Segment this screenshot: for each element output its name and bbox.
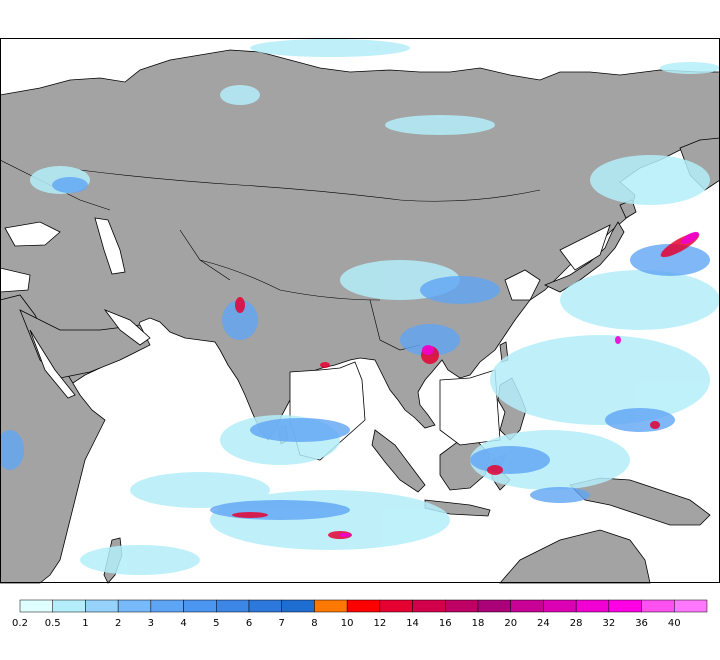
legend-label: 10 [340,618,354,629]
black-sea [4,221,61,247]
legend-label: 28 [569,618,583,629]
legend-swatch [412,599,446,613]
legend-label: 12 [373,618,387,629]
mediterranean [0,267,31,293]
legend-swatch [477,599,511,613]
legend-swatch [150,599,184,613]
legend-label: 16 [438,618,452,629]
sea-of-japan [559,224,611,271]
caspian-sea [94,217,126,275]
legend-swatch [216,599,250,613]
precipitation-map [0,38,720,584]
land-eurasia [0,49,720,441]
legend-swatch [314,599,348,613]
legend-label: 32 [602,618,616,629]
legend-swatch [117,599,152,613]
color-legend [19,599,708,613]
land-new-guinea [569,477,711,526]
legend-swatch [85,599,119,613]
red-sea [29,329,76,399]
legend-label: 1 [82,618,89,629]
legend-label: 4 [180,618,187,629]
yellow-sea [504,269,541,301]
legend-label: 5 [213,618,220,629]
legend-label: 2 [114,618,122,629]
legend-label: 0.2 [12,618,28,629]
legend-label: 6 [245,618,253,629]
legend-swatch [346,599,381,613]
legend-label: 40 [667,618,681,629]
legend-swatch [543,599,577,613]
legend-swatches [19,599,708,613]
legend-label: 8 [311,618,318,629]
land-australia [499,529,651,584]
legend-label: 3 [147,618,155,629]
legend-label: 7 [278,618,285,629]
precip-extreme-areas [339,231,699,537]
land-sumatra [371,429,426,493]
legend-swatch [183,599,217,613]
legend-swatch [19,599,53,613]
legend-swatch [575,599,610,613]
legend-label: 36 [635,618,648,629]
legend-swatch [510,599,544,613]
legend-swatch [379,599,413,613]
legend-swatch [281,599,315,613]
legend-swatch [445,599,479,613]
legend-swatch [248,599,282,613]
legend-swatch [674,599,708,613]
legend-swatch [52,599,86,613]
legend-label: 0.5 [44,618,61,629]
legend-swatch [608,599,642,613]
legend-swatch [641,599,675,613]
legend-label: 14 [406,618,419,629]
legend-label: 20 [504,618,518,629]
persian-gulf [103,309,151,346]
legend-label: 24 [537,618,550,629]
legend-label: 18 [471,618,485,629]
